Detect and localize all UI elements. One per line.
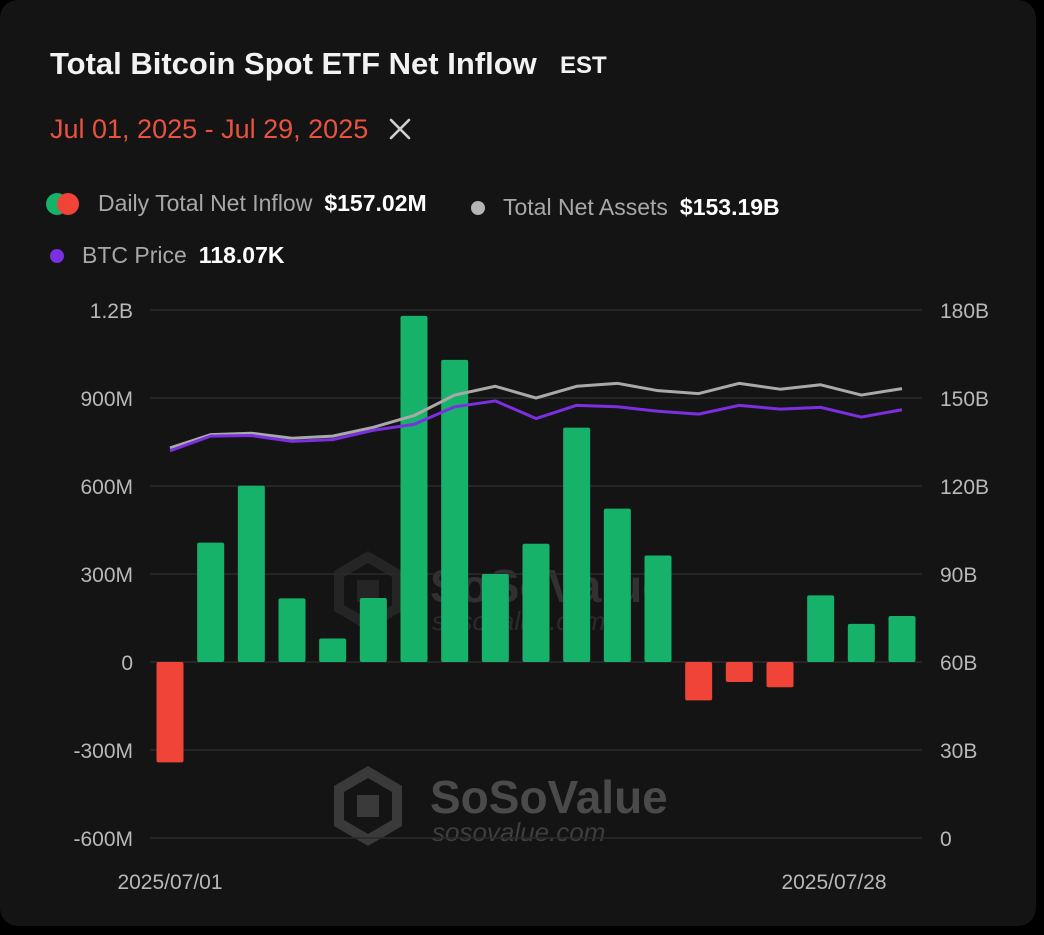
inflow-legend-icon (46, 192, 80, 215)
inflow-bar (197, 542, 225, 662)
x-axis-tick-label: 2025/07/01 (117, 871, 222, 894)
inflow-bar (237, 485, 265, 662)
inflow-bar (847, 623, 875, 662)
x-axis-tick-label: 2025/07/28 (781, 871, 886, 894)
legend-label: Total Net Assets (503, 194, 668, 220)
inflow-bar (685, 662, 713, 701)
right-axis-tick-label: 0 (940, 828, 952, 851)
inflow-bar (359, 598, 387, 662)
inflow-bar (481, 574, 509, 662)
btc-price-line (169, 399, 903, 453)
right-axis-tick-label: 120B (940, 476, 989, 499)
inflow-bar (725, 662, 753, 682)
inflow-bar (807, 595, 835, 662)
right-axis-tick-label: 180B (940, 300, 989, 323)
legend-btc-price[interactable]: BTC Price 118.07K (50, 242, 285, 269)
inflow-bar (278, 598, 306, 662)
inflow-bar (766, 662, 794, 688)
legend-label: Daily Total Net Inflow (98, 190, 313, 216)
assets-legend-icon (471, 200, 485, 215)
legend-value: $157.02M (324, 190, 427, 216)
net-assets-line (169, 381, 903, 450)
legend-net-assets[interactable]: Total Net Assets $153.19B (471, 194, 780, 221)
inflow-bar (563, 427, 591, 662)
inflow-bar (319, 638, 347, 662)
inflow-bar (644, 555, 672, 662)
price-legend-icon (50, 248, 64, 263)
inflow-bar (603, 508, 631, 662)
left-axis-tick-label: 600M (80, 476, 133, 499)
right-axis-tick-label: 30B (940, 740, 977, 763)
left-axis-tick-label: -600M (73, 828, 133, 851)
left-axis-tick-label: 0 (121, 652, 133, 675)
inflow-bar (441, 359, 469, 662)
page-title: Total Bitcoin Spot ETF Net Inflow (50, 46, 537, 81)
right-axis-tick-label: 150B (940, 388, 989, 411)
left-axis-tick-label: -300M (73, 740, 133, 763)
inflow-bar (156, 662, 184, 763)
right-axis-tick-label: 60B (940, 652, 977, 675)
inflow-bar (522, 543, 550, 662)
date-range[interactable]: Jul 01, 2025 - Jul 29, 2025 (50, 114, 369, 144)
close-icon[interactable] (385, 114, 415, 144)
left-axis-tick-label: 1.2B (90, 300, 133, 323)
timezone-label[interactable]: EST (560, 52, 607, 79)
watermark-site: sosovalue.com (432, 817, 605, 847)
watermark-lower: SoSoValue sosovalue.com (334, 766, 668, 847)
left-axis-tick-label: 900M (80, 388, 133, 411)
left-axis-tick-label: 300M (80, 564, 133, 587)
watermark-brand: SoSoValue (430, 771, 668, 823)
inflow-bar (888, 615, 916, 662)
legend-value: 118.07K (198, 242, 285, 268)
legend-label: BTC Price (82, 242, 187, 268)
right-axis-tick-label: 90B (940, 564, 977, 587)
watermark-logo-icon (334, 766, 402, 846)
legend-value: $153.19B (679, 194, 780, 220)
inflow-bar (400, 315, 428, 662)
legend-daily-inflow[interactable]: Daily Total Net Inflow $157.02M (46, 190, 427, 217)
